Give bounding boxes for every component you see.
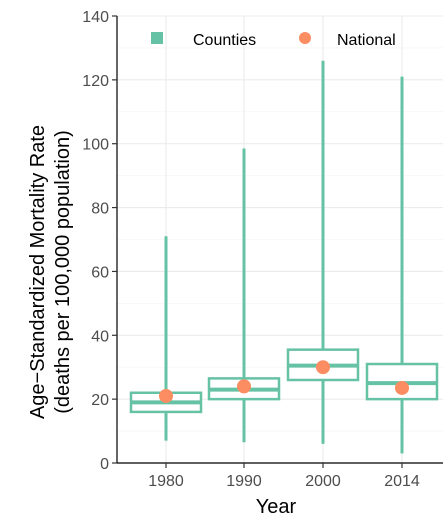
points-layer	[159, 360, 409, 403]
x-tick-label-2000: 2000	[305, 473, 341, 490]
x-tick-label-1980: 1980	[148, 473, 184, 490]
legend-label-counties: Counties	[193, 32, 256, 49]
national-point-2000	[316, 360, 330, 375]
legend: Counties National	[151, 32, 396, 49]
y-tick-label-0: 0	[100, 456, 109, 473]
y-axis-title-line-1: Age−Standardized Mortality Rate	[27, 125, 49, 419]
y-tick-label-80: 80	[91, 201, 109, 218]
boxes-layer	[129, 60, 439, 454]
axes-layer: 0 20 40 60 80 100 120 140 1980 1990 2000 2014	[82, 9, 443, 490]
national-point-2014	[395, 380, 409, 395]
x-tick-label-2014: 2014	[384, 473, 420, 490]
y-axis-title-line-2: (deaths per 100,000 population)	[52, 130, 74, 414]
national-point-1990	[237, 379, 251, 394]
y-tick-label-100: 100	[82, 137, 109, 154]
legend-label-national: National	[337, 32, 396, 49]
y-tick-label-40: 40	[91, 328, 109, 345]
x-tick-label-1990: 1990	[226, 473, 262, 490]
legend-key-national	[299, 32, 311, 44]
y-tick-label-20: 20	[91, 392, 109, 409]
national-point-1980	[159, 388, 173, 403]
y-tick-label-140: 140	[82, 9, 109, 26]
x-axis-title: Year	[256, 496, 297, 518]
y-tick-label-60: 60	[91, 264, 109, 281]
legend-key-counties	[151, 32, 163, 44]
y-tick-label-120: 120	[82, 73, 109, 90]
